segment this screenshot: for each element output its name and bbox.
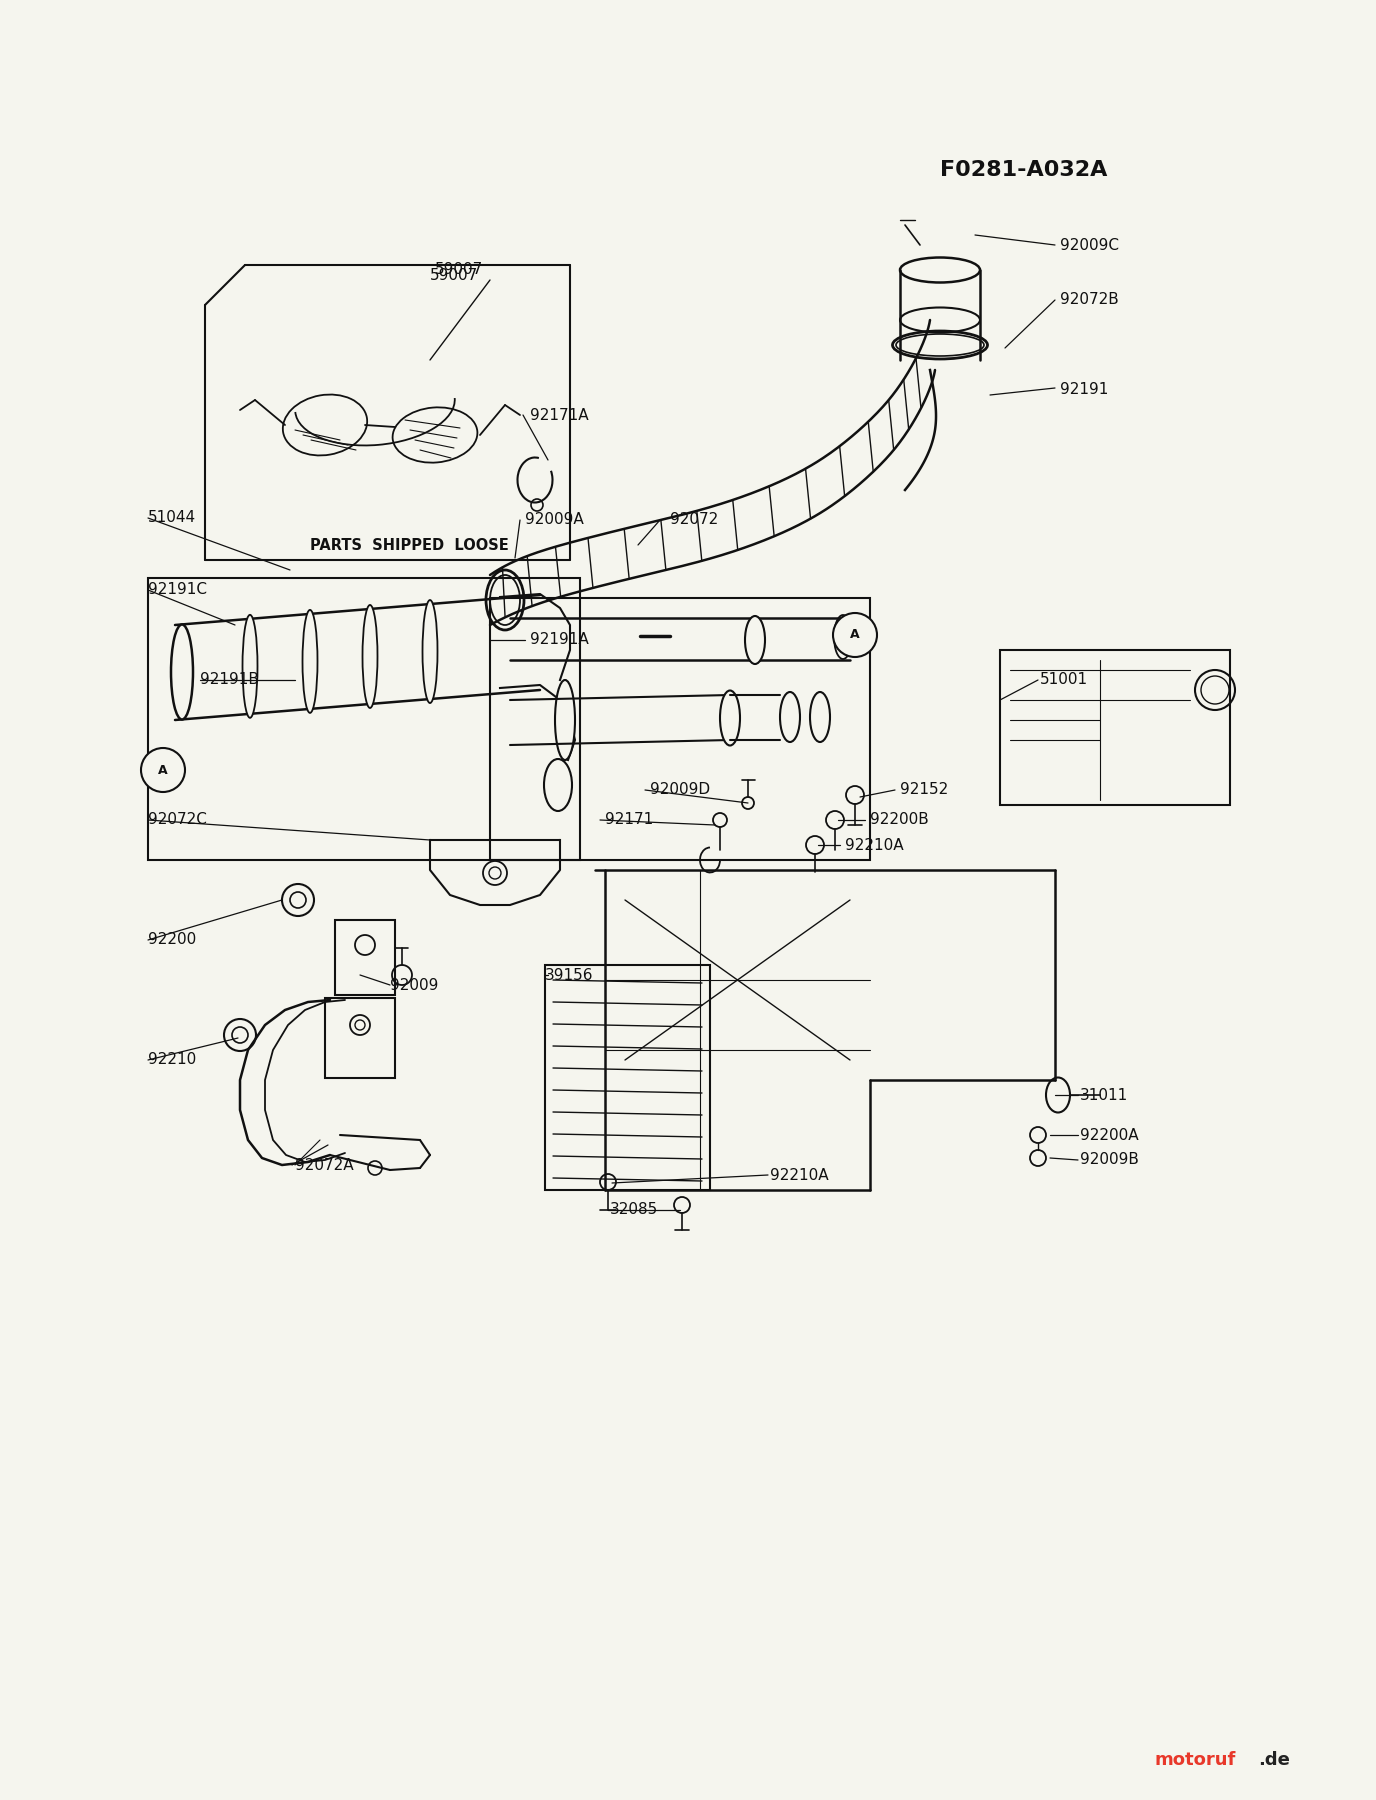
- Text: 92009B: 92009B: [1080, 1152, 1139, 1168]
- Bar: [545, 965, 710, 1190]
- Ellipse shape: [303, 610, 318, 713]
- Ellipse shape: [810, 691, 830, 742]
- Text: 92171A: 92171A: [530, 407, 589, 423]
- Text: A: A: [850, 628, 860, 641]
- Text: 92072A: 92072A: [294, 1157, 354, 1172]
- Bar: [490, 598, 870, 860]
- Text: 92210: 92210: [149, 1053, 197, 1067]
- Text: 92009: 92009: [389, 977, 439, 992]
- Ellipse shape: [171, 625, 193, 720]
- Text: PARTS  SHIPPED  LOOSE: PARTS SHIPPED LOOSE: [310, 538, 509, 553]
- Text: 32085: 32085: [610, 1202, 658, 1217]
- Ellipse shape: [140, 749, 184, 792]
- Bar: [325, 997, 395, 1078]
- Text: 92191C: 92191C: [149, 583, 206, 598]
- Text: 31011: 31011: [1080, 1087, 1128, 1102]
- Ellipse shape: [362, 605, 377, 707]
- Text: 59007: 59007: [435, 263, 483, 277]
- Ellipse shape: [555, 680, 575, 760]
- Text: 92072B: 92072B: [1060, 292, 1119, 308]
- Bar: [149, 578, 581, 860]
- Bar: [334, 920, 395, 995]
- Text: 59007: 59007: [429, 268, 479, 283]
- Text: 39156: 39156: [545, 968, 593, 983]
- Text: 92191B: 92191B: [200, 673, 259, 688]
- Ellipse shape: [422, 599, 438, 704]
- Ellipse shape: [242, 616, 257, 718]
- Ellipse shape: [744, 616, 765, 664]
- Text: 92210A: 92210A: [845, 837, 904, 853]
- Text: 92072C: 92072C: [149, 812, 206, 828]
- Text: 51044: 51044: [149, 511, 197, 526]
- Ellipse shape: [780, 691, 799, 742]
- Ellipse shape: [720, 691, 740, 745]
- Text: 92152: 92152: [900, 783, 948, 797]
- Ellipse shape: [832, 614, 877, 657]
- Text: 92200: 92200: [149, 932, 197, 947]
- Text: 51001: 51001: [1040, 673, 1088, 688]
- Text: 92072: 92072: [670, 513, 718, 527]
- Text: 92191: 92191: [1060, 383, 1109, 398]
- Text: 92200B: 92200B: [870, 812, 929, 828]
- Text: 92210A: 92210A: [771, 1168, 828, 1183]
- Text: 92171: 92171: [605, 812, 654, 828]
- Ellipse shape: [544, 760, 572, 812]
- Text: 92009D: 92009D: [649, 783, 710, 797]
- Text: 92009A: 92009A: [526, 513, 583, 527]
- Text: A: A: [158, 763, 168, 776]
- Text: .de: .de: [1258, 1751, 1289, 1769]
- Text: 92191A: 92191A: [530, 632, 589, 648]
- Text: F0281-A032A: F0281-A032A: [940, 160, 1108, 180]
- Text: motoruf: motoruf: [1154, 1751, 1237, 1769]
- Text: 92009C: 92009C: [1060, 238, 1119, 252]
- Text: 92200A: 92200A: [1080, 1127, 1138, 1143]
- Bar: [1000, 650, 1230, 805]
